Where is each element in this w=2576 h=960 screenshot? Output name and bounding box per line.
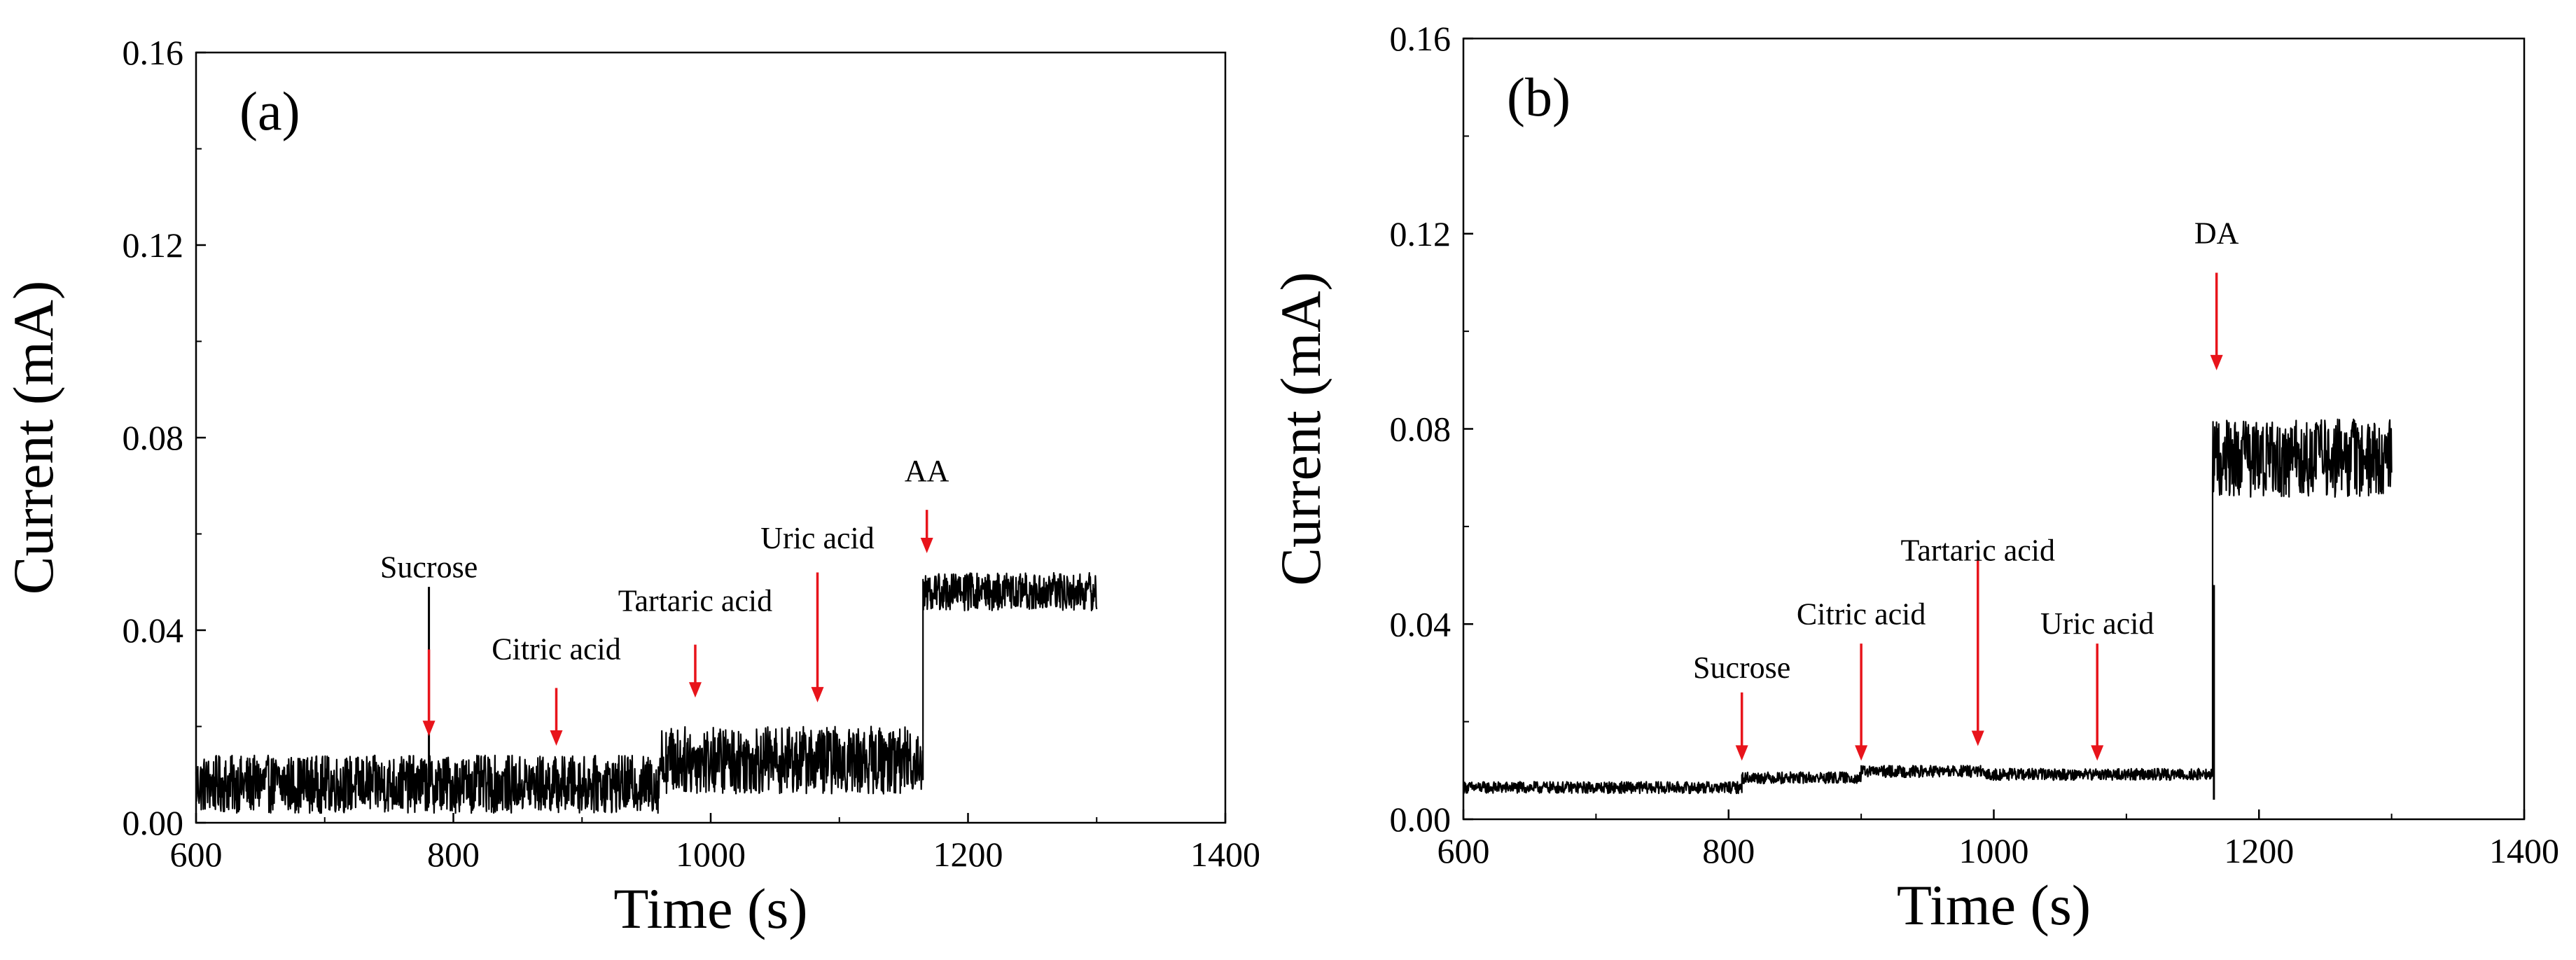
x-axis-title: Time (s) (1897, 873, 2091, 937)
x-tick-label: 1400 (1190, 835, 1260, 874)
annotation-arrowhead (550, 730, 563, 746)
annotation-arrowhead (1855, 745, 1868, 761)
y-tick-label: 0.12 (1390, 214, 1451, 253)
annotation-label: DA (2194, 216, 2239, 251)
annotation-arrowhead (688, 682, 702, 698)
y-tick-label: 0.16 (123, 33, 184, 72)
annotation-label: Citric acid (492, 632, 621, 666)
annotation-label: AA (905, 454, 949, 488)
annotation-arrowhead (422, 721, 436, 737)
annotation-label: Citric acid (1797, 597, 1926, 631)
annotation-label: Uric acid (2040, 606, 2154, 641)
annotation-arrowhead (2210, 354, 2223, 370)
panel-label: (a) (239, 81, 300, 141)
data-series (1462, 418, 2393, 795)
chart-panel-b: 600 800 1000 1200 1400 0.00 0.04 0.08 0.12 0.16 Ti… (1269, 19, 2559, 937)
annotation-arrowhead (1735, 745, 1748, 761)
x-tick-label: 1000 (676, 835, 746, 874)
x-tick-label: 800 (1702, 831, 1755, 870)
annotation-label: Uric acid (760, 521, 874, 555)
y-axis-title: Current (mA) (1269, 272, 1332, 586)
annotation-arrowhead (920, 538, 933, 553)
x-tick-label: 1000 (1959, 831, 2029, 870)
x-tick-label: 1400 (2489, 831, 2559, 870)
x-tick-label: 600 (1437, 831, 1490, 870)
panel-label: (b) (1507, 67, 1571, 127)
chart-panel-a: 600 800 1000 1200 1400 0.00 0.04 0.08 0.12 0.16 Ti… (1, 33, 1260, 940)
y-tick-label: 0.04 (123, 611, 184, 650)
y-tick-label: 0.12 (123, 225, 184, 265)
y-axis-title: Current (mA) (1, 281, 65, 595)
x-tick-label: 600 (170, 835, 223, 874)
annotation-arrowhead (1971, 730, 1984, 746)
annotation-label: Tartaric acid (1901, 534, 2055, 568)
y-tick-label: 0.00 (123, 803, 184, 842)
x-tick-label: 800 (427, 835, 480, 874)
annotation-label: Sucrose (380, 550, 478, 584)
x-tick-label: 1200 (933, 835, 1003, 874)
y-tick-label: 0.00 (1390, 800, 1451, 839)
annotation-arrowhead (811, 687, 824, 703)
y-tick-label: 0.16 (1390, 19, 1451, 58)
annotation-label: Tartaric acid (618, 584, 772, 618)
annotation-label: Sucrose (1693, 651, 1790, 685)
y-tick-label: 0.08 (123, 418, 184, 457)
y-tick-label: 0.04 (1390, 604, 1451, 644)
annotation-arrowhead (2091, 745, 2104, 761)
x-axis-title: Time (s) (613, 877, 807, 940)
plot-frame (1462, 37, 2526, 821)
x-tick-label: 1200 (2224, 831, 2294, 870)
plot-frame (195, 51, 1227, 824)
y-tick-label: 0.08 (1390, 410, 1451, 449)
data-series (195, 572, 1098, 814)
